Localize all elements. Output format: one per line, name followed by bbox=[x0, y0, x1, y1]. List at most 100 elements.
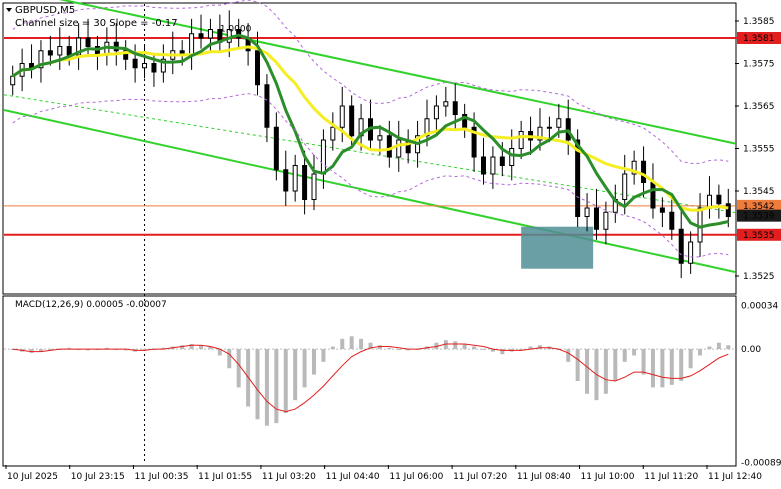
y-tick-label: 1.3555 bbox=[743, 145, 775, 155]
macd-histogram-bar bbox=[349, 336, 354, 350]
candle-body bbox=[273, 126, 279, 171]
candle-body bbox=[452, 101, 458, 115]
highlight-box-layer bbox=[521, 226, 594, 269]
x-tick-label: 11 Jul 10:00 bbox=[581, 472, 635, 482]
macd-histogram-bar bbox=[481, 349, 486, 351]
candle-body bbox=[678, 228, 684, 264]
channel-upper-line bbox=[58, 0, 736, 145]
macd-label: MACD(12,26,9) 0.00005 -0.00007 bbox=[15, 300, 167, 310]
ma-fast-line bbox=[11, 33, 729, 229]
candle-body bbox=[330, 126, 336, 141]
macd-histogram-bar bbox=[312, 349, 317, 375]
candle-body bbox=[198, 33, 204, 39]
macd-y-tick-label: 0.00034 bbox=[741, 302, 778, 312]
macd-histogram-bar bbox=[698, 349, 703, 356]
macd-histogram-bar bbox=[86, 349, 91, 351]
candle-body bbox=[462, 114, 468, 128]
macd-histogram-bar bbox=[321, 349, 326, 362]
candle-body bbox=[603, 211, 609, 230]
candle-body bbox=[132, 58, 138, 69]
candle-body bbox=[433, 105, 439, 120]
entry-zone-box bbox=[521, 226, 594, 269]
macd-histogram-bar bbox=[575, 349, 580, 381]
x-tick-label: 11 Jul 12:40 bbox=[708, 472, 762, 482]
macd-histogram-bar bbox=[519, 349, 524, 351]
price-label-text: 1.3535 bbox=[743, 231, 775, 241]
price-label-box bbox=[737, 199, 781, 212]
macd-histogram-bar bbox=[29, 349, 34, 353]
candle-body bbox=[631, 160, 637, 175]
candle-body bbox=[443, 101, 449, 107]
candle-body bbox=[688, 241, 694, 264]
candle-body bbox=[189, 33, 195, 56]
candle-body bbox=[725, 203, 731, 217]
macd-histogram-bar bbox=[613, 349, 618, 381]
price-label-box bbox=[737, 32, 781, 44]
macd-histogram-bar bbox=[255, 349, 260, 420]
x-tick-label: 11 Jul 06:00 bbox=[389, 472, 443, 482]
macd-histogram-bar bbox=[368, 342, 373, 350]
candle-body bbox=[339, 105, 345, 128]
candle-body bbox=[76, 37, 82, 56]
candle-body bbox=[584, 207, 590, 217]
candle-body bbox=[716, 194, 722, 205]
candle-body bbox=[546, 126, 552, 129]
macd-histogram-bar bbox=[396, 349, 401, 351]
candle-body bbox=[396, 139, 402, 158]
candle-body bbox=[650, 182, 656, 209]
moving-averages-layer bbox=[11, 0, 729, 258]
candle-body bbox=[283, 169, 289, 192]
macd-layer bbox=[4, 336, 735, 426]
macd-histogram-bar bbox=[726, 345, 731, 350]
candle-body bbox=[142, 63, 148, 69]
macd-histogram-bar bbox=[453, 341, 458, 350]
macd-histogram-bar bbox=[48, 349, 53, 351]
macd-histogram-bar bbox=[208, 346, 213, 350]
candle-body bbox=[575, 139, 581, 217]
price-annotation: 1.0000 bbox=[220, 25, 252, 35]
candle-body bbox=[10, 75, 16, 86]
macd-histogram-bar bbox=[38, 349, 43, 352]
macd-histogram-bar bbox=[500, 349, 505, 355]
candle-body bbox=[47, 50, 53, 56]
candle-body bbox=[471, 126, 477, 158]
chart-symbol-title: GBPUSD,M5 bbox=[15, 5, 75, 16]
x-tick-label: 11 Jul 04:40 bbox=[326, 472, 380, 482]
macd-histogram-bar bbox=[302, 349, 307, 388]
x-tick-label: 11 Jul 08:40 bbox=[517, 472, 571, 482]
macd-y-tick-label: -0.00089 bbox=[741, 459, 781, 469]
candle-body bbox=[264, 84, 270, 128]
macd-histogram-bar bbox=[679, 349, 684, 381]
x-tick-label: 10 Jul 23:15 bbox=[71, 472, 125, 482]
x-tick-label: 11 Jul 01:55 bbox=[198, 472, 252, 482]
envelope-lower bbox=[12, 93, 729, 258]
candle-body bbox=[537, 126, 543, 141]
x-tick-label: 11 Jul 03:20 bbox=[262, 472, 316, 482]
y-tick-label: 1.3575 bbox=[743, 60, 775, 70]
candle-body bbox=[556, 118, 562, 128]
symbol-dropdown-icon[interactable] bbox=[6, 8, 12, 12]
macd-histogram-bar bbox=[189, 343, 194, 350]
macd-histogram-bar bbox=[650, 349, 655, 388]
candle-body bbox=[622, 173, 628, 200]
macd-histogram-bar bbox=[537, 345, 542, 350]
macd-histogram-bar bbox=[142, 349, 147, 351]
macd-histogram-bar bbox=[293, 349, 298, 401]
price-label-box bbox=[737, 228, 781, 241]
candle-body bbox=[641, 160, 647, 183]
candle-body bbox=[160, 58, 166, 73]
macd-histogram-bar bbox=[264, 349, 269, 426]
candle-body bbox=[292, 165, 298, 192]
macd-histogram-bar bbox=[387, 347, 392, 350]
macd-histogram-bar bbox=[67, 347, 72, 350]
candle-body bbox=[255, 50, 261, 86]
candle-body bbox=[480, 156, 486, 175]
macd-histogram-bar bbox=[641, 349, 646, 375]
macd-histogram-bar bbox=[472, 346, 477, 350]
macd-histogram-bar bbox=[236, 349, 241, 388]
macd-histogram-bar bbox=[434, 342, 439, 350]
macd-pane-frame bbox=[2, 295, 737, 467]
price-label-text: 1.3581 bbox=[743, 34, 775, 44]
candle-body bbox=[349, 105, 355, 137]
